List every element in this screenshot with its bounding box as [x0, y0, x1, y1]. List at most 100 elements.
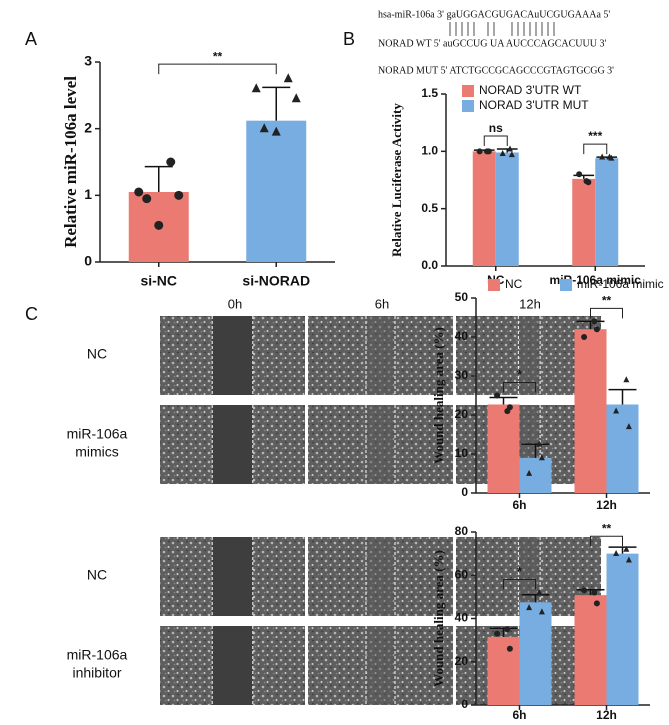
- significance: *: [503, 565, 536, 590]
- y-tick-label: 0.0: [421, 258, 438, 272]
- bar: [606, 553, 639, 705]
- significance-bracket: [590, 535, 623, 547]
- time-label: 0h: [228, 296, 242, 311]
- wound-gap: [212, 626, 253, 705]
- sequence: NORAD MUT 5' ATCTGCCGCAGCCCGTAGTGCGG 3': [378, 65, 614, 76]
- data-point: [526, 469, 533, 476]
- bar: [472, 151, 496, 266]
- data-point: [154, 220, 164, 230]
- row-labels: NC miR-106a mimics NC miR-106a inhibitor: [67, 346, 128, 681]
- bar: [574, 595, 607, 705]
- significance: **: [590, 521, 623, 547]
- data-point: [576, 171, 583, 178]
- wound-gap: [366, 626, 395, 705]
- significance: ns: [483, 121, 508, 147]
- data-point: [613, 550, 620, 557]
- significance-bracket: [158, 63, 277, 75]
- data-point: [608, 154, 615, 161]
- data-point: [538, 454, 545, 461]
- data-point: [485, 148, 492, 155]
- significance-bracket: [583, 143, 608, 155]
- y-axis-label: Relative miR-106a level: [61, 76, 80, 248]
- significance-label: *: [517, 565, 522, 579]
- data-point: [613, 407, 620, 414]
- legend-label: NC: [505, 277, 523, 291]
- legend-label: NORAD 3'UTR WT: [479, 83, 582, 97]
- y-tick-label: 80: [455, 524, 469, 538]
- significance-bracket: [503, 382, 536, 393]
- significance-label: ns: [489, 121, 503, 135]
- y-tick-label: 0: [84, 253, 92, 269]
- y-tick-label: 1.0: [421, 144, 438, 158]
- error-bar: [262, 86, 291, 121]
- data-point: [283, 73, 293, 83]
- data-point: [526, 604, 533, 611]
- bar: [246, 120, 307, 263]
- data-point: [504, 626, 511, 633]
- x-tick-label: 12h: [596, 708, 617, 722]
- bar: [595, 158, 619, 266]
- row-label: NC: [87, 567, 107, 583]
- data-point: [134, 187, 144, 197]
- data-point: [625, 423, 632, 430]
- significance-label: **: [213, 49, 223, 63]
- wound-gap: [518, 537, 541, 616]
- y-tick-label: 0: [461, 697, 468, 711]
- wound-gap: [212, 316, 253, 395]
- wound-gap: [518, 316, 541, 395]
- wound-gap: [366, 316, 395, 395]
- y-tick-label: 20: [455, 407, 469, 421]
- data-point: [593, 326, 600, 333]
- panel-label: C: [25, 304, 38, 324]
- data-point: [251, 83, 261, 93]
- data-point: [476, 148, 483, 155]
- bar: [487, 404, 520, 493]
- row-label: mimics: [75, 444, 119, 460]
- data-point: [142, 194, 152, 204]
- y-axis-label: Relative Luciferase Activity: [389, 103, 404, 257]
- time-label: 6h: [375, 296, 389, 311]
- data-point: [625, 556, 632, 563]
- y-axis-label: Wound healing area (%): [431, 327, 446, 464]
- legend-swatch: [560, 279, 572, 291]
- data-point: [623, 545, 630, 552]
- data-point: [623, 376, 630, 383]
- data-point: [494, 392, 501, 399]
- data-point: [591, 318, 598, 325]
- legend-label: miR-106a mimic: [577, 277, 664, 291]
- data-point: [174, 190, 184, 200]
- y-tick-label: 40: [455, 329, 469, 343]
- significance-label: *: [517, 368, 522, 382]
- data-point: [538, 608, 545, 615]
- y-tick-label: 1.5: [421, 86, 438, 100]
- error-bar: [521, 593, 550, 603]
- data-point: [581, 587, 588, 594]
- y-tick-label: 60: [455, 567, 469, 581]
- data-point: [585, 179, 592, 186]
- row-label: NC: [87, 346, 107, 362]
- significance-label: **: [602, 521, 612, 535]
- significance: *: [503, 368, 536, 393]
- legend-swatch: [462, 85, 474, 97]
- data-point: [259, 123, 269, 133]
- significance: ***: [583, 129, 608, 155]
- legend-swatch: [488, 279, 500, 291]
- y-tick-label: 20: [455, 654, 469, 668]
- x-tick-label: si-NORAD: [242, 273, 310, 289]
- bar: [519, 457, 552, 493]
- significance-bracket: [503, 579, 536, 590]
- microscopy-grid: [160, 316, 601, 705]
- significance-bracket: [590, 307, 623, 319]
- bar: [519, 602, 552, 705]
- legend-label: NORAD 3'UTR MUT: [479, 98, 589, 112]
- data-point: [536, 440, 543, 447]
- y-tick-label: 0: [461, 485, 468, 499]
- x-tick-label: 12h: [596, 498, 617, 512]
- y-axis-label: Wound healing area (%): [431, 550, 446, 687]
- error-bar: [608, 388, 637, 405]
- row-label: miR-106a: [67, 426, 128, 442]
- significance: **: [590, 294, 623, 319]
- row-label: miR-106a: [67, 647, 128, 663]
- x-tick-label: miR-106a mimic: [550, 273, 642, 287]
- data-point: [506, 645, 513, 652]
